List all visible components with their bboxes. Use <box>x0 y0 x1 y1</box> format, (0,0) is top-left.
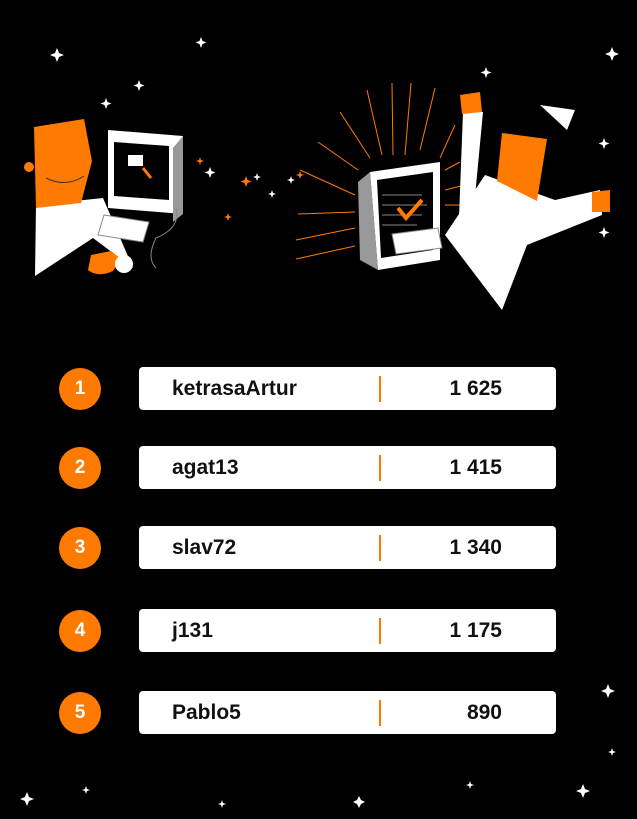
rank-badge: 5 <box>59 692 101 734</box>
player-card: slav72 1 340 <box>139 526 556 569</box>
rank-badge: 3 <box>59 527 101 569</box>
player-score: 1 625 <box>449 377 502 400</box>
leaderboard-row: 1 ketrasaArtur 1 625 <box>0 367 637 411</box>
divider <box>379 376 381 402</box>
player-card: agat13 1 415 <box>139 446 556 489</box>
leaderboard-row: 2 agat13 1 415 <box>0 446 637 490</box>
player-score: 1 340 <box>449 536 502 559</box>
orange-sparkles <box>196 157 304 221</box>
divider <box>379 700 381 726</box>
divider <box>379 535 381 561</box>
leaderboard-row: 5 Pablo5 890 <box>0 691 637 735</box>
divider <box>379 618 381 644</box>
player-name: Pablo5 <box>172 701 241 724</box>
rank-badge: 1 <box>59 368 101 410</box>
leaderboard-row: 3 slav72 1 340 <box>0 526 637 570</box>
left-character-icon <box>24 119 183 276</box>
right-character-icon <box>445 92 610 310</box>
divider <box>379 455 381 481</box>
player-name: ketrasaArtur <box>172 377 297 400</box>
right-monitor-icon <box>358 162 443 270</box>
player-score: 1 415 <box>449 456 502 479</box>
player-score: 890 <box>466 701 502 724</box>
player-name: slav72 <box>172 536 237 559</box>
player-card: Pablo5 890 <box>139 691 556 734</box>
player-card: j131 1 175 <box>139 609 556 652</box>
sparkle-stars <box>20 37 619 808</box>
rank-badge: 4 <box>59 610 101 652</box>
player-name: j131 <box>172 619 213 642</box>
player-card: ketrasaArtur 1 625 <box>139 367 556 410</box>
leaderboard-row: 4 j131 1 175 <box>0 609 637 653</box>
player-name: agat13 <box>172 456 239 479</box>
rank-badge: 2 <box>59 447 101 489</box>
player-score: 1 175 <box>449 619 502 642</box>
